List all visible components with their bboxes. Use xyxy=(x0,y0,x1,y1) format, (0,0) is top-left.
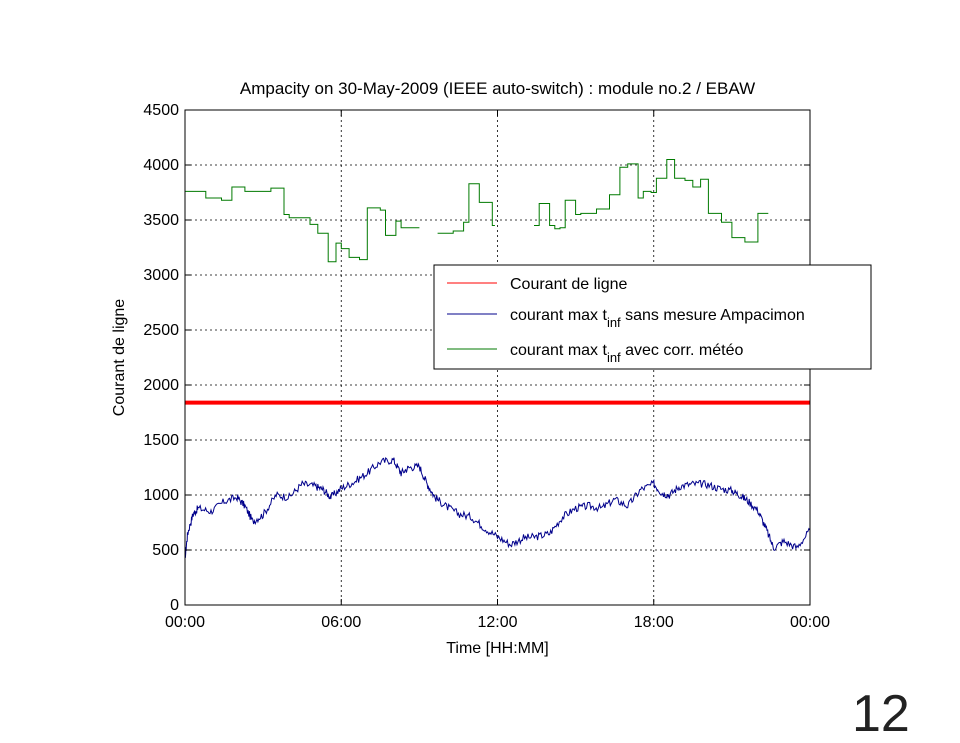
y-tick-label: 4500 xyxy=(143,102,179,119)
legend-label: courant max tinf sans mesure Ampacimon xyxy=(510,307,805,330)
x-tick-label: 00:00 xyxy=(790,614,830,631)
series-line-meteo xyxy=(437,183,495,234)
y-tick-label: 4000 xyxy=(143,157,179,174)
legend-label: courant max tinf avec corr. météo xyxy=(510,342,743,365)
y-tick-label: 3000 xyxy=(143,267,179,284)
slide-number: 12 xyxy=(852,685,910,743)
y-axis-label: Courant de ligne xyxy=(111,299,128,417)
x-tick-label: 00:00 xyxy=(165,614,205,631)
y-tick-label: 500 xyxy=(152,542,179,559)
y-tick-label: 2500 xyxy=(143,322,179,339)
x-tick-label: 18:00 xyxy=(634,614,674,631)
series-line-meteo xyxy=(534,159,769,243)
ampacity-chart: 00:00 06:00 12:00 18:00 00:00050010001500200… xyxy=(111,79,872,657)
y-tick-label: 1500 xyxy=(143,432,179,449)
series-line-ampacimon xyxy=(184,457,811,558)
legend-label: Courant de ligne xyxy=(510,276,628,293)
legend-box xyxy=(433,264,872,370)
axis-ticks: 00:00 06:00 12:00 18:00 00:00050010001500200… xyxy=(143,102,830,631)
series-line-meteo xyxy=(185,186,420,263)
y-tick-label: 3500 xyxy=(143,212,179,229)
y-tick-label: 0 xyxy=(170,597,179,614)
legend: Courant de ligne courant max tinf sans me… xyxy=(433,264,872,370)
x-axis-label: Time [HH:MM] xyxy=(446,640,549,657)
series-lines xyxy=(184,159,811,558)
x-tick-label: 12:00 xyxy=(477,614,517,631)
y-tick-label: 2000 xyxy=(143,377,179,394)
y-tick-label: 1000 xyxy=(143,487,179,504)
x-tick-label: 06:00 xyxy=(321,614,361,631)
chart-title: Ampacity on 30-May-2009 (IEEE auto-switc… xyxy=(240,79,755,98)
